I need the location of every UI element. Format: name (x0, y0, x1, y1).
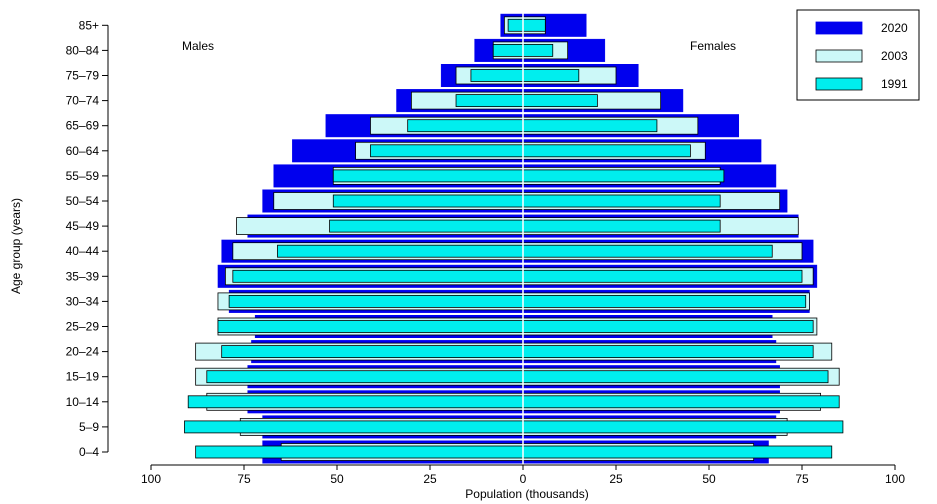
y-tick-label-4: 20–24 (66, 345, 100, 359)
x-tick-label-8: 100 (885, 472, 905, 486)
bar-1991-male-0 (195, 445, 524, 459)
legend-label-1991: 1991 (881, 77, 908, 91)
bar-1991-male-6 (228, 294, 524, 308)
y-tick-label-8: 40–44 (66, 244, 100, 258)
x-axis: 100 75 50 25 0 25 50 75 100 (141, 464, 905, 486)
bars-layer (184, 13, 844, 464)
bar-1991-male-3 (206, 370, 524, 384)
y-tick-label-11: 55–59 (66, 169, 100, 183)
y-tick-label-6: 30–34 (66, 294, 100, 308)
bar-1991-male-8 (277, 244, 524, 258)
bar-1991-female-10 (522, 194, 721, 208)
y-axis-title: Age group (years) (9, 198, 23, 294)
y-tick-label-10: 50–54 (66, 194, 100, 208)
bar-1991-female-0 (522, 445, 833, 459)
females-label: Females (690, 39, 736, 53)
bar-1991-male-14 (455, 94, 524, 107)
bar-1991-female-4 (522, 345, 814, 359)
bar-1991-female-16 (522, 44, 554, 57)
bar-1991-male-16 (492, 44, 524, 57)
bar-1991-female-2 (522, 395, 840, 409)
bar-1991-male-4 (221, 345, 524, 359)
x-tick-label-4: 0 (520, 472, 527, 486)
legend: 2020 2003 1991 (796, 9, 920, 101)
bar-1991-male-12 (370, 144, 524, 158)
x-axis-title: Population (thousands) (465, 487, 588, 501)
y-tick-label-2: 10–14 (66, 395, 100, 409)
y-tick-label-15: 75–79 (66, 69, 100, 83)
y-tick-label-5: 25–29 (66, 320, 100, 334)
y-tick-label-17: 85+ (79, 18, 99, 32)
bar-1991-male-15 (470, 69, 524, 82)
x-tick-label-2: 50 (330, 472, 344, 486)
x-tick-label-0: 100 (141, 472, 161, 486)
bar-1991-female-3 (522, 370, 829, 384)
x-tick-label-1: 75 (237, 472, 251, 486)
bar-1991-female-7 (522, 269, 803, 283)
bar-1991-female-6 (522, 294, 807, 308)
bar-1991-female-14 (522, 94, 598, 107)
y-tick-label-9: 45–49 (66, 219, 100, 233)
y-tick-label-14: 70–74 (66, 94, 100, 108)
bar-1991-female-9 (522, 219, 721, 233)
bar-1991-female-1 (522, 420, 844, 434)
bar-1991-female-12 (522, 144, 691, 158)
legend-swatch-1991 (815, 77, 863, 91)
y-tick-label-12: 60–64 (66, 144, 100, 158)
males-label: Males (182, 39, 214, 53)
y-axis: 0–4 5–9 10–14 15–19 20–24 25–29 30–34 35–39 40–4… (66, 18, 109, 459)
x-tick-label-6: 50 (702, 472, 716, 486)
legend-label-2003: 2003 (881, 49, 908, 63)
bar-1991-male-9 (329, 219, 524, 233)
x-tick-label-5: 25 (609, 472, 623, 486)
bar-1991-female-8 (522, 244, 773, 258)
x-tick-label-3: 25 (423, 472, 437, 486)
bar-1991-male-13 (407, 119, 524, 133)
bar-1991-male-17 (507, 18, 524, 32)
y-tick-label-13: 65–69 (66, 119, 100, 133)
y-tick-label-7: 35–39 (66, 269, 100, 283)
x-tick-label-7: 75 (795, 472, 809, 486)
bar-1991-female-17 (522, 18, 546, 32)
y-tick-label-3: 15–19 (66, 370, 100, 384)
bar-1991-male-7 (232, 269, 524, 283)
bar-1991-male-11 (332, 169, 524, 183)
bar-1991-female-5 (522, 320, 814, 333)
y-tick-label-1: 5–9 (79, 420, 99, 434)
bar-1991-male-1 (184, 420, 524, 434)
legend-label-2020: 2020 (881, 21, 908, 35)
y-tick-label-0: 0–4 (79, 445, 99, 459)
bar-1991-female-15 (522, 69, 580, 82)
bar-1991-male-2 (187, 395, 524, 409)
bar-1991-female-13 (522, 119, 658, 133)
bar-1991-female-11 (522, 169, 725, 183)
y-tick-label-16: 80–84 (66, 43, 100, 57)
bar-1991-male-5 (217, 320, 524, 333)
bar-1991-male-10 (332, 194, 524, 208)
legend-swatch-2003 (815, 49, 863, 63)
legend-swatch-2020 (815, 21, 863, 35)
